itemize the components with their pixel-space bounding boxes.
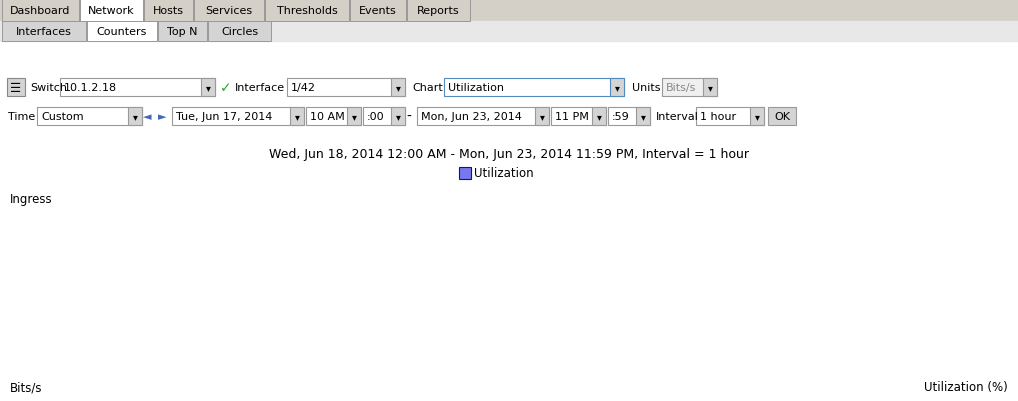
- Text: ▾: ▾: [294, 112, 299, 122]
- Text: Tue, Jun 17, 2014: Tue, Jun 17, 2014: [176, 112, 273, 122]
- Bar: [551, 108, 606, 126]
- Bar: [459, 168, 471, 180]
- Text: ▾: ▾: [708, 83, 713, 93]
- Bar: [290, 108, 304, 126]
- Text: ▾: ▾: [597, 112, 602, 122]
- Text: OK: OK: [774, 112, 790, 122]
- Bar: [391, 108, 405, 126]
- Text: 10.1.2.18: 10.1.2.18: [64, 83, 117, 93]
- Text: Bits/s: Bits/s: [10, 381, 43, 393]
- Text: Reports: Reports: [417, 6, 460, 16]
- Bar: [417, 108, 549, 126]
- Bar: [535, 108, 549, 126]
- Bar: [2, 22, 86, 42]
- Text: Services: Services: [206, 6, 252, 16]
- Text: Custom: Custom: [41, 112, 83, 122]
- Text: Top N: Top N: [167, 27, 197, 37]
- Text: ▾: ▾: [540, 112, 545, 122]
- Text: Units: Units: [632, 83, 661, 93]
- Text: -: -: [406, 110, 411, 124]
- Bar: [703, 79, 717, 97]
- Text: 1 hour: 1 hour: [700, 112, 736, 122]
- Text: ▾: ▾: [396, 83, 400, 93]
- Text: 11 PM: 11 PM: [555, 112, 588, 122]
- Bar: [0, 0, 1018, 22]
- Bar: [287, 79, 405, 97]
- Text: Hosts: Hosts: [153, 6, 184, 16]
- Text: ▾: ▾: [396, 112, 400, 122]
- Bar: [172, 108, 304, 126]
- Bar: [696, 108, 764, 126]
- Bar: [144, 0, 193, 22]
- Bar: [592, 108, 606, 126]
- Bar: [363, 108, 405, 126]
- Bar: [158, 22, 207, 42]
- Bar: [7, 79, 25, 97]
- Text: Ingress: Ingress: [10, 193, 53, 206]
- Text: Wed, Jun 18, 2014 12:00 AM - Mon, Jun 23, 2014 11:59 PM, Interval = 1 hour: Wed, Jun 18, 2014 12:00 AM - Mon, Jun 23…: [269, 148, 749, 161]
- Bar: [194, 0, 264, 22]
- Bar: [347, 108, 361, 126]
- Bar: [350, 0, 406, 22]
- Text: Utilization: Utilization: [474, 167, 533, 180]
- Bar: [0, 42, 1018, 401]
- Bar: [0, 22, 1018, 42]
- Bar: [60, 79, 215, 97]
- Bar: [208, 22, 271, 42]
- Bar: [80, 0, 143, 22]
- Text: Utilization: Utilization: [448, 83, 504, 93]
- Bar: [128, 108, 142, 126]
- Text: ▾: ▾: [615, 83, 619, 93]
- Bar: [636, 108, 651, 126]
- Text: ▾: ▾: [132, 112, 137, 122]
- Text: Counters: Counters: [97, 27, 148, 37]
- Text: ►: ►: [158, 112, 166, 122]
- Text: ▾: ▾: [754, 112, 759, 122]
- Text: Utilization (%): Utilization (%): [924, 381, 1008, 393]
- Text: ▾: ▾: [206, 83, 211, 93]
- Text: Bits/s: Bits/s: [666, 83, 696, 93]
- Bar: [201, 79, 215, 97]
- Bar: [768, 108, 796, 126]
- Text: Interface: Interface: [235, 83, 285, 93]
- Bar: [750, 108, 764, 126]
- Text: 1/42: 1/42: [291, 83, 316, 93]
- Bar: [265, 0, 349, 22]
- Bar: [2, 0, 79, 22]
- Text: Time: Time: [8, 112, 36, 122]
- Text: ◄: ◄: [143, 112, 152, 122]
- Bar: [662, 79, 717, 97]
- Bar: [407, 0, 470, 22]
- Text: Circles: Circles: [221, 27, 258, 37]
- Text: Switch: Switch: [30, 83, 67, 93]
- Text: Mon, Jun 23, 2014: Mon, Jun 23, 2014: [421, 112, 522, 122]
- Text: 10 AM: 10 AM: [310, 112, 345, 122]
- Text: :59: :59: [612, 112, 630, 122]
- Text: Dashboard: Dashboard: [10, 6, 70, 16]
- Text: Events: Events: [359, 6, 397, 16]
- Text: Network: Network: [89, 6, 134, 16]
- Text: ▾: ▾: [640, 112, 645, 122]
- Bar: [608, 108, 651, 126]
- Text: Chart: Chart: [412, 83, 443, 93]
- Bar: [610, 79, 624, 97]
- Text: ▾: ▾: [351, 112, 356, 122]
- Bar: [391, 79, 405, 97]
- Bar: [444, 79, 624, 97]
- Text: :00: :00: [367, 112, 385, 122]
- Bar: [306, 108, 361, 126]
- Text: ☰: ☰: [10, 81, 21, 94]
- Text: ✓: ✓: [220, 81, 232, 95]
- Text: Interfaces: Interfaces: [16, 27, 72, 37]
- Bar: [37, 108, 142, 126]
- Bar: [87, 22, 157, 42]
- Text: Interval: Interval: [656, 112, 699, 122]
- Text: Thresholds: Thresholds: [277, 6, 337, 16]
